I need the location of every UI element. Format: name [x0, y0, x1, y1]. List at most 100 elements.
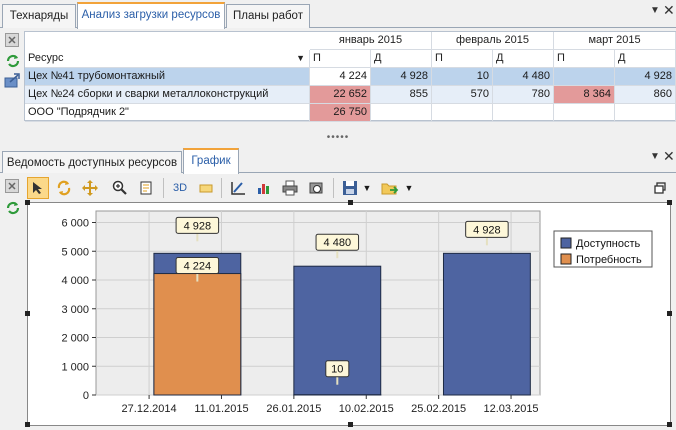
resize-handle[interactable]: [667, 311, 672, 316]
export-icon[interactable]: [4, 73, 20, 89]
demand-data-label: 10: [331, 364, 343, 376]
tabs-dropdown-icon[interactable]: ▼: [650, 5, 660, 16]
availability-data-label-box: [465, 220, 509, 238]
refresh-icon[interactable]: [5, 200, 21, 216]
sub-header-d[interactable]: Д: [493, 50, 554, 68]
demand-data-label: 4 224: [184, 261, 212, 273]
resource-load-grid: январь 2015 февраль 2015 март 2015 Ресур…: [24, 31, 676, 122]
tab-resource-load[interactable]: Анализ загрузки ресурсов: [77, 2, 225, 29]
close-icon[interactable]: ✕: [663, 148, 675, 164]
save-dropdown-icon[interactable]: ▼: [362, 183, 372, 193]
close-panel-icon[interactable]: [5, 33, 21, 49]
resource-column-header[interactable]: Ресурс ▼: [25, 50, 310, 68]
resize-handle[interactable]: [25, 311, 30, 316]
sub-header-p[interactable]: П: [432, 50, 493, 68]
resource-header-label: Ресурс: [28, 52, 64, 64]
table-cell[interactable]: 860: [615, 86, 676, 104]
resize-handle[interactable]: [348, 422, 353, 427]
sub-header-d[interactable]: Д: [615, 50, 676, 68]
refresh-icon[interactable]: [5, 53, 21, 69]
table-cell[interactable]: 4 928: [615, 68, 676, 86]
table-cell[interactable]: [554, 68, 615, 86]
availability-bar[interactable]: [442, 252, 531, 396]
demand-bar[interactable]: [153, 273, 242, 396]
table-cell[interactable]: [554, 104, 615, 122]
resize-handle[interactable]: [25, 200, 30, 205]
close-icon[interactable]: ✕: [663, 2, 675, 18]
table-cell[interactable]: 4 480: [493, 68, 554, 86]
table-cell[interactable]: 4 928: [371, 68, 432, 86]
tab-available-resources[interactable]: Ведомость доступных ресурсов: [2, 151, 182, 173]
panel-splitter[interactable]: •••••: [326, 132, 350, 143]
top-tabstrip: Технаряды Анализ загрузки ресурсов Планы…: [0, 0, 676, 29]
availability-data-label: 4 480: [324, 237, 352, 249]
resize-handle[interactable]: [667, 200, 672, 205]
availability-data-label: 4 928: [473, 224, 501, 236]
table-cell[interactable]: 26 750: [310, 104, 371, 122]
export-dropdown-icon[interactable]: ▼: [404, 183, 414, 193]
y-tick-label: 3 000: [61, 304, 89, 316]
pointer-icon[interactable]: [27, 177, 49, 199]
3d-toggle-button[interactable]: 3D: [172, 182, 188, 194]
zoom-icon[interactable]: [109, 177, 131, 199]
axis-edit-icon[interactable]: [227, 177, 249, 199]
tabs-dropdown-icon[interactable]: ▼: [650, 151, 660, 162]
y-tick-label: 6 000: [61, 218, 89, 230]
table-cell[interactable]: [432, 104, 493, 122]
table-cell[interactable]: 22 652: [310, 86, 371, 104]
toolbar-separator: [333, 178, 334, 198]
availability-data-label-box: [175, 216, 220, 234]
table-cell[interactable]: 8 364: [554, 86, 615, 104]
legend-entry: Доступность: [576, 238, 641, 250]
x-tick-label: 26.01.2015: [266, 403, 321, 415]
table-cell[interactable]: [615, 104, 676, 122]
table-cell[interactable]: [371, 104, 432, 122]
chart-type-icon[interactable]: [253, 177, 275, 199]
table-cell[interactable]: [493, 104, 554, 122]
y-tick-label: 5 000: [61, 246, 89, 258]
sub-header-p[interactable]: П: [310, 50, 371, 68]
table-row-name[interactable]: Цех №41 трубомонтажный: [25, 68, 310, 86]
y-tick-label: 0: [83, 390, 89, 402]
x-tick-label: 11.01.2015: [194, 403, 248, 415]
resize-handle[interactable]: [667, 422, 672, 427]
toolbar-separator: [221, 178, 222, 198]
table-cell[interactable]: 570: [432, 86, 493, 104]
availability-data-label-box: [315, 233, 360, 251]
table-row-name[interactable]: ООО "Подрядчик 2": [25, 104, 310, 122]
tab-chart[interactable]: График: [183, 148, 239, 174]
resize-handle[interactable]: [25, 422, 30, 427]
table-cell[interactable]: 4 224: [310, 68, 371, 86]
resize-handle[interactable]: [348, 200, 353, 205]
chart-toolbar: 3D ▼ ▼: [27, 175, 676, 201]
page-icon[interactable]: [135, 177, 157, 199]
save-icon[interactable]: [339, 177, 361, 199]
table-cell[interactable]: 780: [493, 86, 554, 104]
bottom-tabstrip: Ведомость доступных ресурсов График ▼ ✕: [0, 147, 676, 174]
tab-tech-orders[interactable]: Технаряды: [2, 4, 76, 28]
sub-header-d[interactable]: Д: [371, 50, 432, 68]
sub-header-p[interactable]: П: [554, 50, 615, 68]
table-row-name[interactable]: Цех №24 сборки и сварки металлоконструкц…: [25, 86, 310, 104]
filter-dropdown-icon[interactable]: ▼: [296, 53, 305, 63]
availability-data-label: 4 928: [184, 220, 212, 232]
y-tick-label: 4 000: [61, 275, 89, 287]
demand-data-label-box: [325, 360, 350, 378]
month-header-feb: февраль 2015: [432, 32, 554, 50]
bar-chart: 0 1 000 2 000 3 000 4 000 5 000 6 000 27.12.20…: [61, 210, 653, 415]
print-preview-icon[interactable]: [305, 177, 327, 199]
export-folder-icon[interactable]: [379, 177, 401, 199]
chart-area[interactable]: 0 1 000 2 000 3 000 4 000 5 000 6 000 27.12.20…: [25, 200, 672, 427]
month-header-jan: январь 2015: [310, 32, 432, 50]
y-tick-label: 2 000: [61, 333, 89, 345]
legend-swatch: [560, 253, 572, 265]
label-icon[interactable]: [195, 177, 217, 199]
move-icon[interactable]: [79, 177, 101, 199]
table-cell[interactable]: 855: [371, 86, 432, 104]
tab-work-plans[interactable]: Планы работ: [226, 4, 310, 28]
table-cell[interactable]: 10: [432, 68, 493, 86]
print-icon[interactable]: [279, 177, 301, 199]
restore-window-icon[interactable]: [649, 177, 671, 199]
rotate-icon[interactable]: [53, 177, 75, 199]
close-panel-icon[interactable]: [5, 179, 21, 195]
